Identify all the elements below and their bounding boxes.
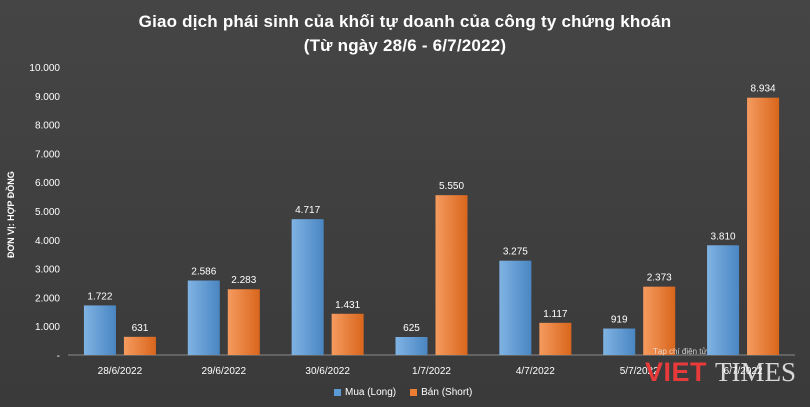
data-label-short: 631 <box>132 323 149 334</box>
legend: Mua (Long) Bán (Short) <box>334 387 472 398</box>
data-label-long: 919 <box>611 315 628 326</box>
data-label-short: 1.431 <box>335 300 360 311</box>
legend-item-long: Mua (Long) <box>334 387 396 398</box>
bar-long <box>291 219 324 355</box>
bar-long <box>83 305 116 355</box>
data-label-long: 625 <box>403 323 420 334</box>
y-tick-label: 1.000 <box>35 322 60 333</box>
legend-item-short: Bán (Short) <box>410 387 472 398</box>
data-label-long: 2.586 <box>191 267 216 278</box>
y-tick-label: 6.000 <box>35 178 60 189</box>
legend-swatch-long <box>334 389 341 396</box>
y-tick-label: 7.000 <box>35 149 60 160</box>
bar-short <box>331 313 364 355</box>
y-tick-label: - <box>57 351 60 362</box>
x-tick-label: 6/7/2022 <box>724 366 763 377</box>
chart-title: Giao dịch phái sinh của khối tự doanh củ… <box>0 10 810 58</box>
viettimes-watermark: Tạp chí điện tử VIET TIMES <box>645 347 805 403</box>
bar-short <box>435 195 468 355</box>
bar-long <box>499 260 532 355</box>
x-tick-label: 4/7/2022 <box>516 366 555 377</box>
y-tick-label: 10.000 <box>29 63 60 74</box>
x-tick-label: 30/6/2022 <box>305 366 350 377</box>
bar-short <box>539 322 572 355</box>
bar-short <box>643 286 676 355</box>
y-tick-label: 8.000 <box>35 121 60 132</box>
bar-long <box>707 245 740 355</box>
watermark-brand-viet: VIET <box>645 357 708 387</box>
legend-swatch-short <box>410 389 418 396</box>
bar-long <box>395 337 428 355</box>
subtitle-line: (Từ ngày 28/6 - 6/7/2022) <box>303 36 507 55</box>
data-label-short: 5.550 <box>439 181 464 192</box>
legend-label-short: Bán (Short) <box>421 387 473 398</box>
watermark-brand-times: TIMES <box>715 357 796 387</box>
y-tick-label: 2.000 <box>35 293 60 304</box>
x-tick-label: 29/6/2022 <box>202 366 247 377</box>
y-tick-label: 5.000 <box>35 207 60 218</box>
data-label-long: 4.717 <box>295 205 320 216</box>
x-tick-label: 28/6/2022 <box>98 366 143 377</box>
data-label-short: 8.934 <box>751 84 776 95</box>
data-label-short: 1.117 <box>543 309 568 320</box>
bar-long <box>603 328 636 355</box>
data-label-long: 3.275 <box>503 247 528 258</box>
data-label-short: 2.373 <box>647 273 672 284</box>
watermark-tagline: Tạp chí điện tử <box>653 347 707 356</box>
bar-long <box>187 280 220 355</box>
data-label-long: 1.722 <box>87 291 112 302</box>
x-tick-label: 1/7/2022 <box>412 366 451 377</box>
y-tick-label: 3.000 <box>35 265 60 276</box>
title-line: Giao dịch phái sinh của khối tự doanh củ… <box>138 12 672 31</box>
x-tick-label: 5/7/2022 <box>620 366 659 377</box>
y-tick-label: 9.000 <box>35 92 60 103</box>
bar-short <box>747 97 780 355</box>
data-label-short: 2.283 <box>231 275 256 286</box>
y-tick-label: 4.000 <box>35 236 60 247</box>
bar-short <box>123 336 156 355</box>
legend-label-long: Mua (Long) <box>345 387 397 398</box>
data-label-long: 3.810 <box>711 231 736 242</box>
bar-short <box>227 289 260 355</box>
